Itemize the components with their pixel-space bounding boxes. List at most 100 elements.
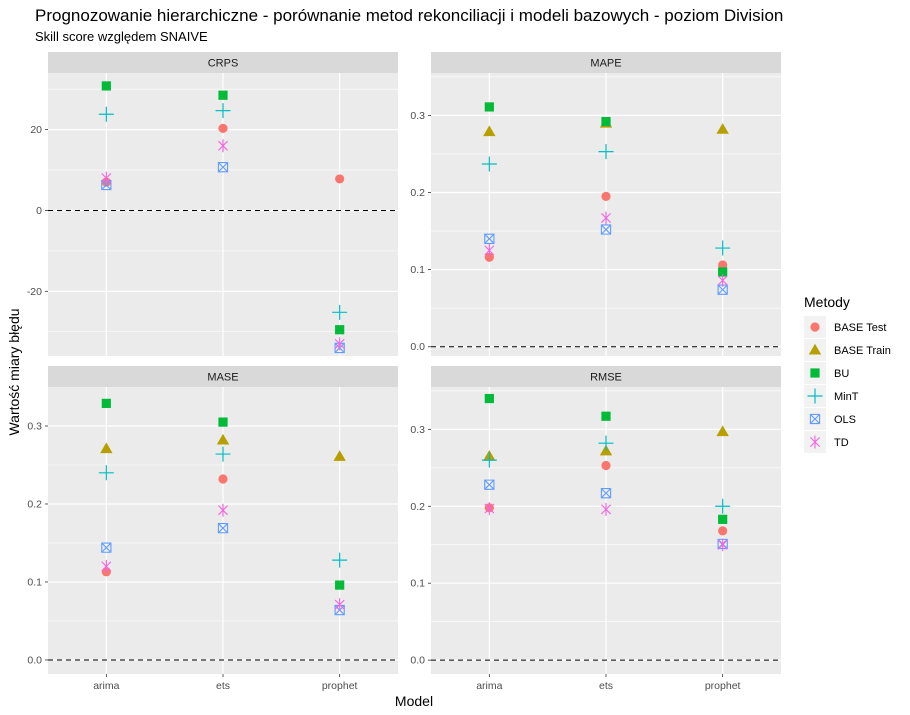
legend-title: Metody: [804, 294, 850, 310]
facet-strip: [431, 52, 781, 73]
point-td: [101, 171, 112, 185]
point-base-train: [716, 123, 729, 134]
point-mint: [481, 156, 497, 172]
x-tick-label: prophet: [705, 680, 741, 692]
y-tick-label: 0.2: [410, 501, 425, 513]
legend-label: BU: [834, 368, 849, 380]
point-mint: [98, 465, 114, 481]
y-tick-label: 0.0: [410, 341, 425, 353]
x-tick-label: ets: [216, 680, 230, 692]
legend-key-td: [810, 435, 820, 449]
point-bu: [335, 580, 345, 590]
x-axis-title: Model: [395, 693, 433, 709]
legend-key-base-test: [810, 322, 820, 332]
point-mint: [715, 240, 731, 256]
y-tick-label: 0.3: [27, 420, 42, 432]
point-base-train: [216, 433, 230, 445]
point-ols: [217, 162, 229, 173]
point-td: [334, 337, 345, 351]
point-mint: [215, 103, 231, 119]
y-tick-label: 0: [36, 205, 42, 217]
point-ols: [600, 224, 612, 235]
point-base-test: [335, 174, 345, 184]
y-tick-label: 0.3: [410, 110, 425, 122]
point-base-test: [218, 123, 228, 133]
point-ols: [217, 523, 229, 534]
facet-strip-label: MAPE: [590, 58, 621, 70]
y-tick-label: 0.0: [410, 655, 425, 667]
point-bu: [484, 102, 494, 112]
point-bu: [218, 417, 228, 427]
point-ols: [484, 479, 495, 490]
point-td: [484, 243, 495, 257]
y-tick-label: 0.1: [27, 576, 42, 588]
point-bu: [718, 514, 728, 524]
facet-strip: [431, 366, 781, 387]
facet-strip: [48, 52, 398, 73]
facet-rmse: RMSE 0.0 0.1 0.2 0.3 arima ets prophet: [410, 366, 781, 692]
point-mint: [598, 144, 614, 160]
point-base-train: [100, 442, 113, 454]
facet-strip-label: MASE: [207, 372, 238, 384]
facet-mape: MAPE 0.0 0.1 0.2 0.3: [410, 52, 781, 356]
legend-key-base-train: [808, 343, 822, 355]
facet-mase: MASE 0.0 0.1 0.2 0.3 arima ets prophet: [27, 366, 398, 692]
legend-label: OLS: [834, 414, 856, 426]
legend-label: BASE Test: [834, 322, 886, 334]
point-bu: [218, 90, 228, 100]
point-td: [334, 598, 345, 612]
point-mint: [598, 435, 614, 451]
point-base-test: [601, 191, 611, 201]
y-tick-label: -20: [27, 286, 42, 298]
point-mint: [715, 498, 731, 514]
y-tick-label: 0.3: [410, 424, 425, 436]
y-tick-label: 0.2: [27, 498, 42, 510]
point-td: [218, 139, 228, 153]
y-tick-label: 0.1: [410, 264, 425, 276]
x-tick-label: arima: [93, 680, 119, 692]
facet-strip-label: CRPS: [208, 58, 239, 70]
point-ols: [600, 488, 612, 499]
point-base-test: [218, 474, 228, 484]
point-td: [601, 502, 611, 516]
point-bu: [601, 116, 611, 127]
point-bu: [101, 398, 111, 408]
x-tick-label: prophet: [322, 680, 358, 692]
point-ols: [101, 542, 112, 553]
chart-title: Prognozowanie hierarchiczne - porównanie…: [35, 6, 783, 25]
point-bu: [335, 325, 345, 335]
point-mint: [215, 446, 231, 462]
point-td: [717, 273, 728, 287]
point-base-train: [333, 450, 346, 461]
legend-label: MinT: [834, 391, 859, 403]
x-tick-label: ets: [599, 680, 613, 692]
facet-panels: CRPS -20 0 20 MAPE 0.0 0.1 0.2 0.3 MASE 0.0 0.1 0.2 0…: [27, 52, 781, 692]
legend: Metody BASE Test BASE Train BU MinT OLS TD: [804, 294, 891, 453]
point-ols: [717, 284, 728, 295]
point-mint: [481, 452, 497, 468]
point-base-train: [716, 425, 729, 437]
point-td: [717, 538, 728, 552]
point-base-test: [484, 252, 494, 262]
legend-label: TD: [834, 437, 849, 449]
x-tick-label: arima: [476, 680, 502, 692]
point-bu: [718, 267, 728, 277]
point-bu: [101, 81, 111, 91]
facet-crps: CRPS -20 0 20: [27, 52, 398, 356]
point-td: [601, 211, 611, 225]
chart-subtitle: Skill score względem SNAIVE: [35, 29, 208, 44]
point-ols: [484, 233, 495, 244]
legend-key-bu: [810, 368, 820, 378]
point-base-test: [718, 526, 728, 536]
y-axis-title: Wartość miary błędu: [6, 308, 22, 435]
point-td: [218, 503, 228, 517]
point-td: [484, 502, 495, 516]
point-bu: [601, 411, 611, 421]
facet-strip: [48, 366, 398, 387]
point-td: [101, 559, 112, 573]
point-mint: [332, 304, 348, 320]
y-tick-label: 20: [30, 124, 42, 136]
y-tick-label: 0.0: [27, 654, 42, 666]
legend-label: BASE Train: [834, 345, 891, 357]
